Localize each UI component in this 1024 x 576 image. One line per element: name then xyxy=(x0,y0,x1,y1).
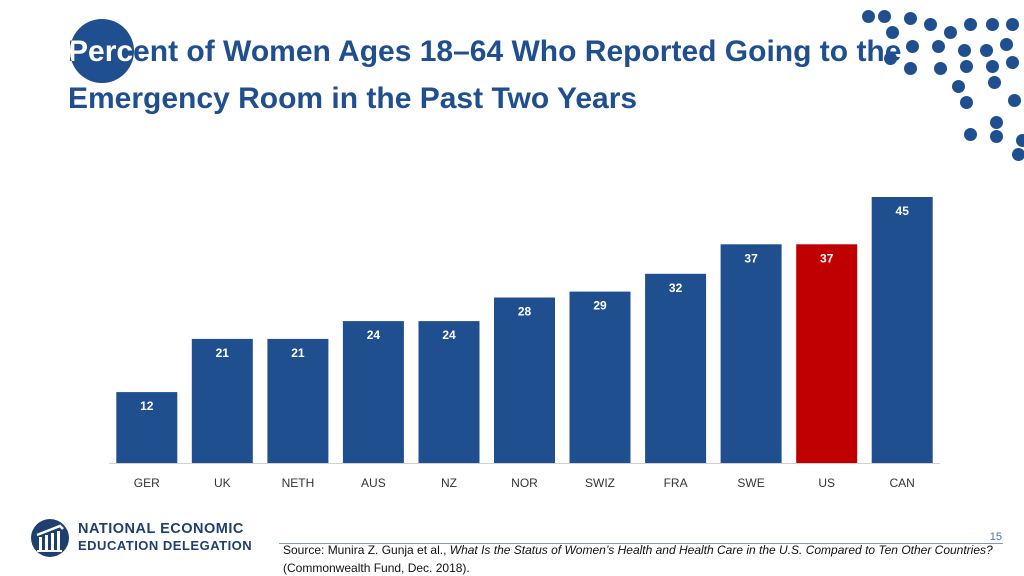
bar-swe xyxy=(720,244,782,463)
data-label-nz: 24 xyxy=(442,328,456,342)
decorative-dot xyxy=(986,18,999,31)
bar-us xyxy=(796,244,858,463)
data-label-swiz: 29 xyxy=(593,299,607,313)
data-label-can: 45 xyxy=(896,204,910,218)
x-tick-label-fra: FRA xyxy=(664,476,688,490)
decorative-dot xyxy=(862,10,875,23)
x-tick-label-uk: UK xyxy=(214,476,231,490)
decorative-dot xyxy=(932,40,945,53)
x-tick-label-ger: GER xyxy=(134,476,160,490)
title-accent-circle xyxy=(70,19,134,83)
decorative-dot xyxy=(988,76,1001,89)
decorative-dot xyxy=(1000,38,1013,51)
source-prefix: Source: Munira Z. Gunja et al., xyxy=(283,543,450,557)
decorative-dot xyxy=(1016,134,1024,147)
x-tick-label-us: US xyxy=(818,476,835,490)
source-citation: Source: Munira Z. Gunja et al., What Is … xyxy=(283,541,1008,576)
decorative-dot xyxy=(960,60,973,73)
bar-fra xyxy=(645,273,707,463)
decorative-dot xyxy=(906,40,919,53)
decorative-dot xyxy=(964,128,977,141)
decorative-dot xyxy=(884,52,897,65)
bar-nor xyxy=(494,297,555,463)
data-label-neth: 21 xyxy=(291,346,305,360)
decorative-dot xyxy=(1006,56,1019,69)
x-tick-label-neth: NETH xyxy=(282,476,315,490)
bar-ger xyxy=(116,392,178,463)
data-label-ger: 12 xyxy=(140,399,154,413)
footer-divider xyxy=(279,543,1003,544)
decorative-dot xyxy=(904,12,917,25)
x-tick-label-swe: SWE xyxy=(737,476,764,490)
bar-aus xyxy=(342,321,404,463)
decorative-dot xyxy=(924,18,937,31)
bar-swiz xyxy=(569,291,631,463)
nee-logo: NATIONAL ECONOMIC EDUCATION DELEGATION xyxy=(30,518,270,562)
data-label-nor: 28 xyxy=(518,305,532,319)
page-title: Percent of Women Ages 18–64 Who Reported… xyxy=(68,35,902,115)
decorative-dot xyxy=(986,60,999,73)
data-label-aus: 24 xyxy=(367,328,381,342)
decorative-dot xyxy=(960,96,973,109)
decorative-dot xyxy=(1008,94,1021,107)
bar-can xyxy=(871,197,933,463)
decorative-dot xyxy=(934,62,947,75)
x-tick-label-aus: AUS xyxy=(361,476,386,490)
logo-capitol-icon xyxy=(31,519,69,557)
decorative-dot xyxy=(952,80,965,93)
decorative-dot xyxy=(904,62,917,75)
decorative-dot xyxy=(964,18,977,31)
decorative-dot xyxy=(1012,148,1024,161)
data-label-fra: 32 xyxy=(669,281,683,295)
data-label-us: 37 xyxy=(820,251,834,265)
data-label-swe: 37 xyxy=(744,251,758,265)
logo-line1: NATIONAL ECONOMIC xyxy=(78,521,244,537)
bar-neth xyxy=(267,338,329,463)
x-tick-label-can: CAN xyxy=(890,476,915,490)
source-suffix: (Commonwealth Fund, Dec. 2018). xyxy=(283,561,470,575)
source-title: What Is the Status of Women’s Health and… xyxy=(449,543,993,557)
decorative-dot xyxy=(1006,18,1019,31)
decorative-dot xyxy=(886,26,899,39)
logo-line2: EDUCATION DELEGATION xyxy=(78,538,253,553)
x-tick-label-nz: NZ xyxy=(441,476,457,490)
x-tick-label-nor: NOR xyxy=(511,476,538,490)
decorative-dot xyxy=(944,26,957,39)
decorative-dot xyxy=(980,44,993,57)
page-number: 15 xyxy=(989,531,1002,543)
decorative-dot-pattern xyxy=(840,0,1024,170)
x-tick-label-swiz: SWIZ xyxy=(585,476,615,490)
bar-uk xyxy=(191,338,253,463)
bar-nz xyxy=(418,321,480,463)
decorative-dot xyxy=(878,10,891,23)
decorative-dot xyxy=(958,44,971,57)
decorative-dot xyxy=(990,116,1003,129)
decorative-dot xyxy=(990,130,1003,143)
data-label-uk: 21 xyxy=(216,346,230,360)
